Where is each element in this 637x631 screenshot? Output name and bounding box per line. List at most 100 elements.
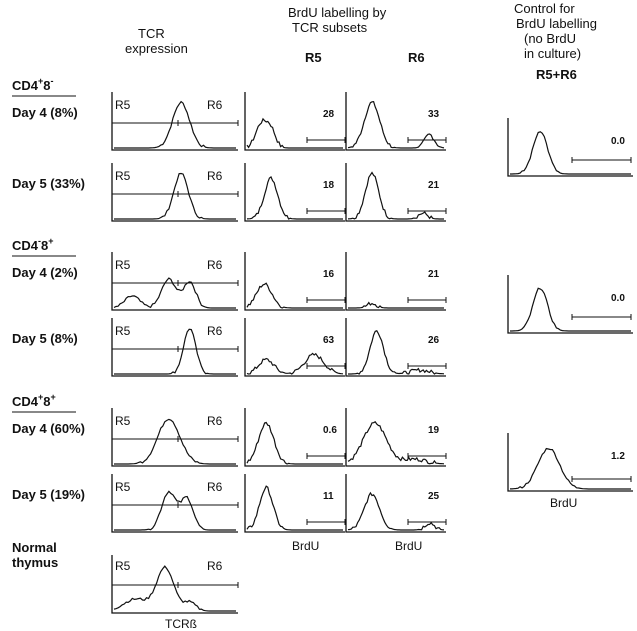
brdu-r5-percent-4: 63 bbox=[323, 335, 335, 346]
tcr-panel-2-histogram bbox=[114, 172, 236, 220]
header-control-2: BrdU labelling bbox=[516, 16, 597, 31]
header-brdu-subsets-1: BrdU labelling by bbox=[288, 5, 387, 20]
tcr-gate-label-r5-4: R5 bbox=[115, 324, 131, 338]
row-label-2: Day 5 (33%) bbox=[12, 176, 85, 191]
normal-gate-label-r6: R6 bbox=[207, 559, 223, 573]
data-row-5: R5 R6 0.6 19 bbox=[111, 408, 447, 467]
header-tcr-expression-1: TCR bbox=[138, 26, 165, 41]
brdu-r6-panel-4-axes bbox=[345, 318, 446, 377]
brdu-r5-panel-2-histogram bbox=[246, 175, 343, 220]
tcr-panel-6-histogram bbox=[114, 490, 236, 531]
brdu-r5-panel-1-histogram bbox=[246, 117, 343, 149]
tcr-gate-label-r5-3: R5 bbox=[115, 258, 131, 272]
brdu-r6-panel-3-axes bbox=[345, 252, 446, 311]
svg-text:CD4+8-: CD4+8- bbox=[12, 76, 54, 93]
normal-thymus-panel: R5 R6 bbox=[111, 555, 239, 614]
normal-thymus-tcr-panel-histogram bbox=[113, 565, 236, 612]
brdu-r6-percent-4: 26 bbox=[428, 335, 440, 346]
tcr-gate-label-r6-1: R6 bbox=[207, 98, 223, 112]
control-panel-2-histogram bbox=[510, 287, 631, 332]
normal-gate-label-r5: R5 bbox=[115, 559, 131, 573]
brdu-r6-percent-6: 25 bbox=[428, 491, 440, 502]
tcr-panel-4-histogram bbox=[114, 328, 236, 375]
brdu-r6-percent-5: 19 bbox=[428, 425, 440, 436]
brdu-r5-panel-5-axes bbox=[244, 408, 345, 467]
column-header-control: R5+R6 bbox=[536, 67, 577, 82]
brdu-r5-percent-3: 16 bbox=[323, 269, 335, 280]
header-control-3: (no BrdU bbox=[524, 31, 576, 46]
control-percent-2: 0.0 bbox=[611, 293, 625, 304]
tcr-gate-label-r6-4: R6 bbox=[207, 324, 223, 338]
control-panel-2-axes bbox=[507, 275, 633, 334]
row-label-1: Day 4 (8%) bbox=[12, 105, 78, 120]
svg-text:CD4+8+: CD4+8+ bbox=[12, 392, 56, 409]
group-label-3: CD4+8+ bbox=[12, 392, 56, 409]
axis-label-brdu-r6: BrdU bbox=[395, 539, 422, 553]
brdu-r5-panel-2-axes bbox=[244, 163, 345, 222]
tcr-gate-label-r6-2: R6 bbox=[207, 169, 223, 183]
brdu-r6-panel-6-axes bbox=[345, 474, 446, 533]
control-panel-3: 1.2 bbox=[507, 433, 633, 492]
data-row-6: R5 R6 11 25 bbox=[111, 474, 447, 533]
header-control-1: Control for bbox=[514, 1, 575, 16]
column-header-r5: R5 bbox=[305, 50, 322, 65]
tcr-panel-4-axes bbox=[111, 318, 238, 377]
tcr-gate-label-r6-3: R6 bbox=[207, 258, 223, 272]
group-label-2: CD4-8+ bbox=[12, 236, 54, 253]
header-control-4: in culture) bbox=[524, 46, 581, 61]
tcr-panel-3-histogram bbox=[113, 277, 236, 309]
brdu-r5-panel-6-axes bbox=[244, 474, 345, 533]
brdu-r6-panel-2-histogram bbox=[347, 171, 444, 220]
tcr-panel-1-histogram bbox=[114, 100, 236, 149]
tcr-gate-label-r5-6: R5 bbox=[115, 480, 131, 494]
brdu-r6-percent-1: 33 bbox=[428, 109, 440, 120]
row-label-6: Day 5 (19%) bbox=[12, 487, 85, 502]
tcr-panel-1-axes bbox=[111, 92, 238, 151]
header-brdu-subsets-2: TCR subsets bbox=[292, 20, 368, 35]
brdu-r5-percent-2: 18 bbox=[323, 180, 335, 191]
brdu-r6-panel-5-histogram bbox=[347, 421, 445, 465]
data-row-3: R5 R6 16 21 bbox=[111, 252, 447, 311]
brdu-r5-panel-5-histogram bbox=[246, 421, 343, 465]
brdu-r5-percent-5: 0.6 bbox=[323, 425, 337, 436]
control-percent-3: 1.2 bbox=[611, 451, 625, 462]
brdu-r5-percent-6: 11 bbox=[323, 491, 334, 502]
brdu-r5-percent-1: 28 bbox=[323, 109, 335, 120]
tcr-gate-label-r5-2: R5 bbox=[115, 169, 131, 183]
tcr-panel-2-axes bbox=[111, 163, 238, 222]
brdu-r6-percent-3: 21 bbox=[428, 269, 440, 280]
axis-label-tcr-beta: TCRß bbox=[165, 617, 197, 631]
control-panel-1-axes bbox=[507, 118, 633, 177]
brdu-r6-panel-1-axes bbox=[345, 92, 446, 151]
brdu-r6-panel-5-axes bbox=[345, 408, 446, 467]
brdu-r6-percent-2: 21 bbox=[428, 180, 440, 191]
normal-thymus-tcr-panel-axes bbox=[111, 555, 238, 614]
row-label-3: Day 4 (2%) bbox=[12, 265, 78, 280]
brdu-r5-panel-6-histogram bbox=[246, 485, 343, 531]
control-panel-3-histogram bbox=[510, 447, 631, 490]
control-panel-1: 0.0 bbox=[507, 118, 633, 177]
row-label-4: Day 5 (8%) bbox=[12, 331, 78, 346]
brdu-r6-panel-2-axes bbox=[345, 163, 446, 222]
control-panel-2: 0.0 bbox=[507, 275, 633, 334]
normal-thymus-label-2: thymus bbox=[12, 555, 58, 570]
control-panel-1-histogram bbox=[510, 131, 631, 175]
tcr-panel-6-axes bbox=[111, 474, 238, 533]
axis-label-brdu-control: BrdU bbox=[550, 496, 577, 510]
row-label-5: Day 4 (60%) bbox=[12, 421, 85, 436]
tcr-panel-5-histogram bbox=[114, 418, 236, 465]
brdu-r6-panel-6-histogram bbox=[347, 491, 445, 531]
tcr-gate-label-r5-1: R5 bbox=[115, 98, 131, 112]
brdu-r6-panel-1-histogram bbox=[347, 100, 445, 149]
control-panel-3-axes bbox=[507, 433, 633, 492]
tcr-panel-3-axes bbox=[111, 252, 238, 311]
tcr-gate-label-r6-5: R6 bbox=[207, 414, 223, 428]
column-header-r6: R6 bbox=[408, 50, 425, 65]
tcr-gate-label-r6-6: R6 bbox=[207, 480, 223, 494]
brdu-r5-panel-4-histogram bbox=[246, 352, 344, 375]
brdu-r5-panel-1-axes bbox=[244, 92, 345, 151]
normal-thymus-label-1: Normal bbox=[12, 540, 57, 555]
data-row-1: R5 R6 28 33 bbox=[111, 92, 447, 151]
data-row-4: R5 R6 63 26 bbox=[111, 318, 447, 377]
